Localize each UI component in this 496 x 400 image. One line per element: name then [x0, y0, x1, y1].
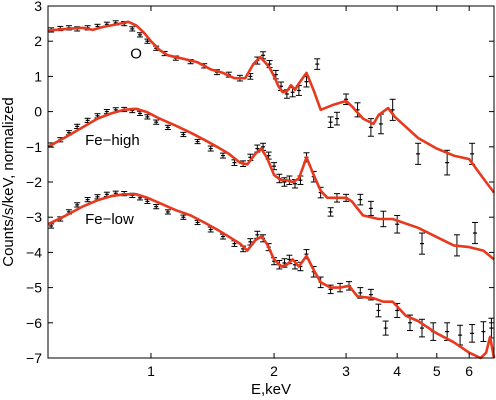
model-line-fe-high — [47, 107, 495, 261]
model-line-o — [47, 20, 496, 194]
model-line-fe-low — [47, 193, 496, 360]
data-point-fe-low — [469, 324, 476, 343]
data-point-fe-low — [180, 214, 187, 220]
data-point-o — [136, 32, 143, 38]
data-point-fe-low — [84, 196, 91, 203]
y-tick-label: −3 — [26, 209, 42, 225]
x-axis-title: E,keV — [251, 381, 291, 398]
x-tick-label: 3 — [342, 363, 350, 379]
data-point-o — [129, 26, 136, 32]
data-point-fe-high — [327, 207, 334, 217]
data-point-fe-low — [74, 202, 81, 208]
data-point-o — [415, 142, 422, 165]
data-point-o — [314, 58, 321, 70]
plot-frame — [47, 5, 495, 359]
x-tick-label: 6 — [465, 363, 473, 379]
y-axis-title: Counts/s/keV, normalized — [0, 97, 17, 267]
data-point-fe-high — [194, 138, 201, 145]
data-point-fe-low — [382, 320, 389, 336]
data-point-fe-low — [457, 324, 464, 346]
data-point-fe-high — [144, 114, 151, 120]
x-tick-label: 1 — [147, 363, 155, 379]
y-tick-label: −6 — [26, 315, 42, 331]
data-point-fe-high — [180, 131, 187, 138]
data-point-fe-high — [418, 232, 425, 255]
data-point-fe-high — [219, 152, 226, 159]
data-point-o — [333, 111, 340, 126]
data-point-o — [389, 98, 396, 121]
data-point-fe-high — [357, 193, 364, 206]
data-point-o — [444, 149, 451, 176]
y-axis: −7 −6 −5 −4 −3 −2 −1 0 1 2 3 — [26, 0, 494, 366]
data-point-fe-low — [164, 209, 171, 215]
series-label-o: O — [130, 46, 142, 63]
data-point-fe-high — [472, 221, 479, 245]
data-point-fe-low — [94, 194, 101, 200]
x-tick-label: 4 — [393, 363, 401, 379]
plot-content — [47, 20, 496, 360]
data-point-fe-low — [480, 321, 487, 342]
y-tick-label: 1 — [34, 68, 42, 84]
y-tick-label: −2 — [26, 174, 42, 190]
data-point-fe-high — [164, 124, 171, 131]
data-point-fe-low — [153, 204, 160, 210]
data-point-fe-high — [271, 162, 278, 171]
data-point-fe-low — [488, 317, 495, 339]
x-tick-label: 2 — [270, 363, 278, 379]
y-tick-label: 3 — [34, 0, 42, 14]
data-point-fe-high — [153, 119, 160, 125]
x-axis: 1 2 3 4 5 6 — [147, 6, 473, 379]
data-point-fe-high — [394, 214, 401, 234]
data-point-fe-high — [207, 145, 214, 152]
series-label-fe-high: Fe−high — [85, 132, 140, 149]
y-tick-label: −7 — [26, 350, 42, 366]
data-point-fe-high — [367, 200, 374, 216]
y-tick-label: −4 — [26, 244, 42, 260]
y-tick-label: 0 — [34, 104, 42, 120]
data-point-o — [327, 116, 334, 128]
series-label-fe-low: Fe−low — [85, 211, 134, 228]
y-tick-label: −5 — [26, 280, 42, 296]
data-point-fe-low — [375, 303, 382, 318]
x-tick-label: 5 — [433, 363, 441, 379]
y-tick-label: −1 — [26, 139, 42, 155]
y-tick-label: 2 — [34, 33, 42, 49]
